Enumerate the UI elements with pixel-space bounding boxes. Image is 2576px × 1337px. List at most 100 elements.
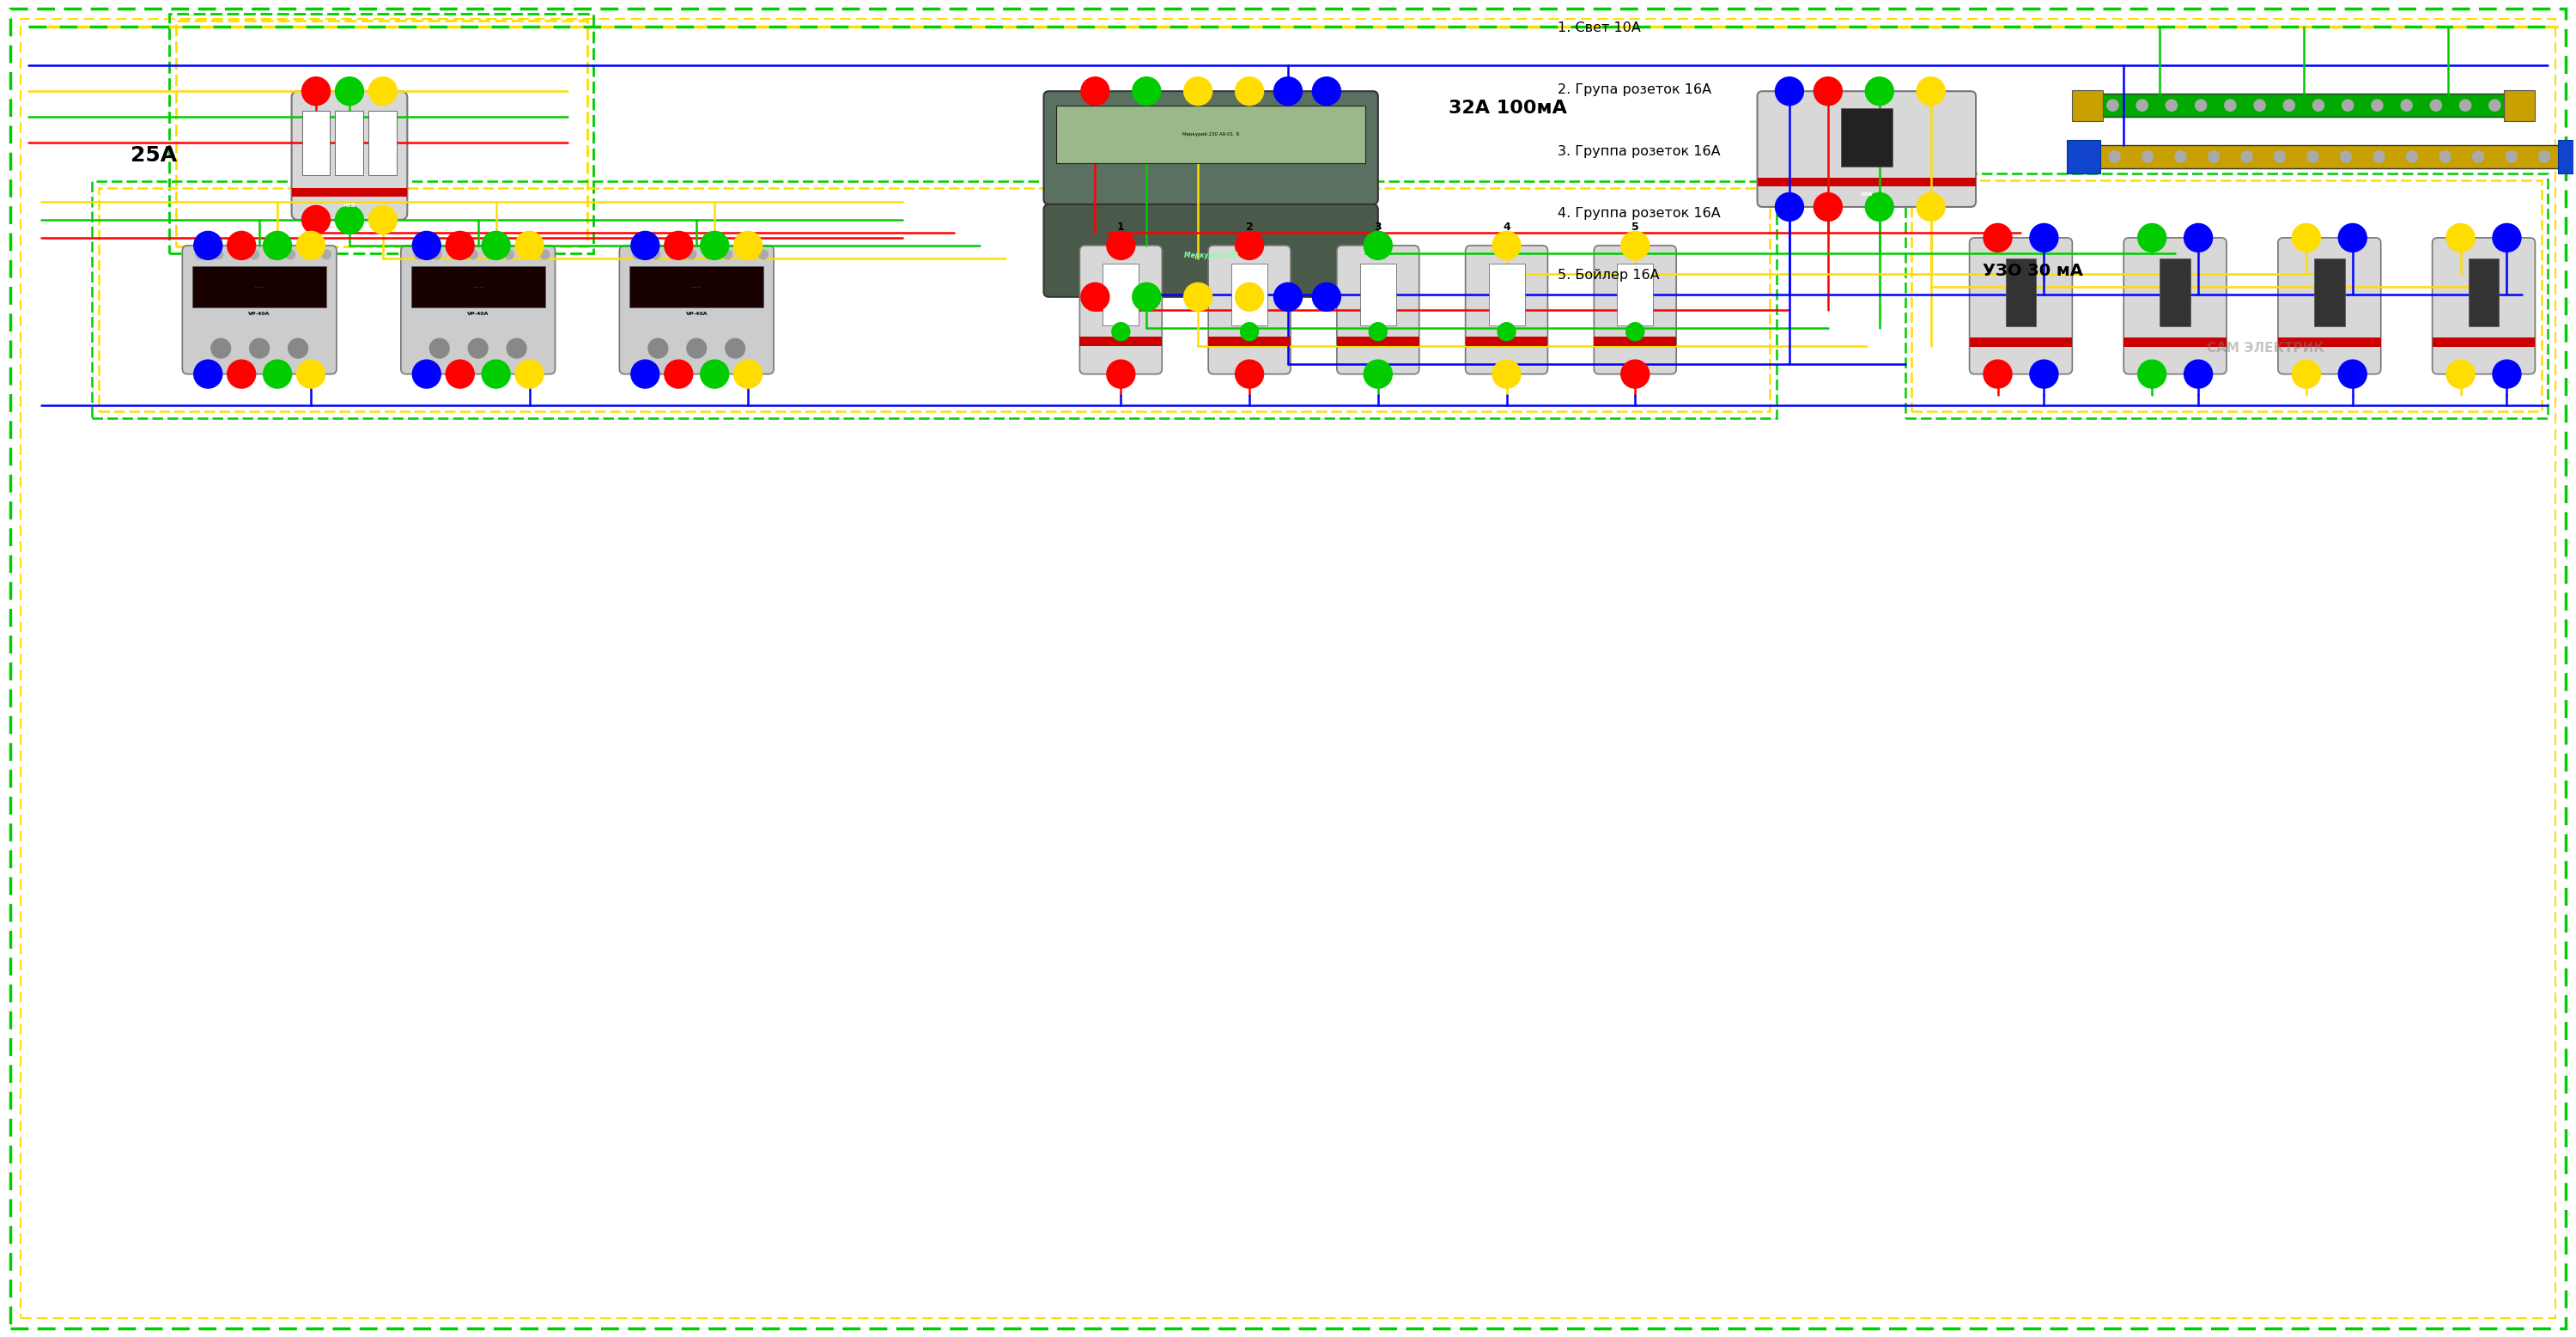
Bar bbox=[1618, 263, 1654, 325]
Bar bbox=[1906, 174, 2548, 417]
FancyBboxPatch shape bbox=[1466, 246, 1548, 374]
Circle shape bbox=[649, 338, 667, 358]
Circle shape bbox=[1363, 231, 1391, 259]
Circle shape bbox=[335, 78, 363, 106]
Circle shape bbox=[1133, 78, 1162, 106]
Circle shape bbox=[2439, 151, 2450, 162]
Circle shape bbox=[1236, 360, 1265, 388]
Circle shape bbox=[2313, 100, 2324, 111]
Bar bbox=[2159, 258, 2190, 326]
Bar bbox=[1842, 108, 1893, 166]
Circle shape bbox=[214, 250, 224, 259]
Circle shape bbox=[1775, 78, 1803, 106]
Circle shape bbox=[2540, 151, 2550, 162]
Bar bbox=[1208, 337, 1291, 346]
FancyBboxPatch shape bbox=[2432, 238, 2535, 374]
Bar bbox=[1595, 337, 1677, 346]
Bar bbox=[2313, 258, 2344, 326]
Circle shape bbox=[2372, 100, 2383, 111]
Circle shape bbox=[1775, 193, 1803, 221]
Circle shape bbox=[1917, 78, 1945, 106]
Circle shape bbox=[2030, 223, 2058, 251]
Bar bbox=[412, 266, 546, 308]
Circle shape bbox=[1311, 282, 1340, 312]
Circle shape bbox=[1492, 231, 1520, 259]
Circle shape bbox=[2226, 100, 2236, 111]
Text: ---: --- bbox=[471, 283, 484, 289]
Circle shape bbox=[2447, 360, 2476, 388]
Circle shape bbox=[263, 231, 291, 259]
FancyBboxPatch shape bbox=[1757, 91, 1976, 207]
Circle shape bbox=[2174, 151, 2187, 162]
Circle shape bbox=[2473, 151, 2483, 162]
FancyBboxPatch shape bbox=[1043, 91, 1378, 205]
Circle shape bbox=[523, 250, 531, 259]
Text: САМ ЭЛЕКТРИК: САМ ЭЛЕКТРИК bbox=[2208, 342, 2324, 354]
Circle shape bbox=[2488, 100, 2501, 111]
Text: 5: 5 bbox=[1631, 222, 1638, 233]
Text: 32A 100мA: 32A 100мA bbox=[1448, 100, 1566, 118]
Bar bbox=[1056, 106, 1365, 163]
Circle shape bbox=[415, 250, 422, 259]
Circle shape bbox=[2275, 151, 2285, 162]
Circle shape bbox=[1625, 322, 1643, 341]
Circle shape bbox=[211, 338, 232, 358]
Circle shape bbox=[631, 360, 659, 388]
FancyBboxPatch shape bbox=[1595, 246, 1677, 374]
FancyBboxPatch shape bbox=[2277, 238, 2380, 374]
Circle shape bbox=[232, 250, 242, 259]
Circle shape bbox=[412, 360, 440, 388]
Bar bbox=[1231, 263, 1267, 325]
Circle shape bbox=[482, 360, 510, 388]
Circle shape bbox=[446, 360, 474, 388]
Bar bbox=[2007, 258, 2035, 326]
Circle shape bbox=[1620, 360, 1649, 388]
Circle shape bbox=[304, 250, 312, 259]
Circle shape bbox=[2166, 100, 2177, 111]
Circle shape bbox=[734, 231, 762, 259]
Text: Меркурий 230 АR-01  R: Меркурий 230 АR-01 R bbox=[1182, 132, 1239, 136]
Circle shape bbox=[507, 338, 526, 358]
Bar bbox=[1466, 337, 1548, 346]
Circle shape bbox=[296, 360, 325, 388]
Circle shape bbox=[227, 360, 255, 388]
Text: ---: --- bbox=[255, 283, 265, 289]
Circle shape bbox=[1113, 322, 1131, 341]
Circle shape bbox=[1236, 231, 1265, 259]
Circle shape bbox=[2406, 151, 2419, 162]
Circle shape bbox=[701, 231, 729, 259]
Text: 2. Група розеток 16A: 2. Група розеток 16A bbox=[1558, 83, 1713, 96]
Circle shape bbox=[1133, 282, 1162, 312]
Text: 3. Группа розеток 16A: 3. Группа розеток 16A bbox=[1558, 146, 1721, 158]
Circle shape bbox=[250, 250, 260, 259]
Circle shape bbox=[2107, 100, 2117, 111]
Circle shape bbox=[701, 360, 729, 388]
FancyBboxPatch shape bbox=[2123, 238, 2226, 374]
Circle shape bbox=[2138, 223, 2166, 251]
Circle shape bbox=[469, 338, 487, 358]
Bar bbox=[2097, 146, 2561, 168]
Circle shape bbox=[296, 231, 325, 259]
Text: VP-40A: VP-40A bbox=[685, 312, 708, 316]
Text: УЗО 30 мА: УЗО 30 мА bbox=[1984, 263, 2081, 279]
Circle shape bbox=[634, 250, 641, 259]
Bar bbox=[1103, 263, 1139, 325]
Circle shape bbox=[469, 250, 477, 259]
Circle shape bbox=[335, 206, 363, 234]
Circle shape bbox=[2282, 100, 2295, 111]
Circle shape bbox=[742, 250, 750, 259]
Circle shape bbox=[1082, 78, 1110, 106]
Circle shape bbox=[286, 250, 294, 259]
Circle shape bbox=[1185, 282, 1213, 312]
Circle shape bbox=[2342, 100, 2354, 111]
Circle shape bbox=[193, 231, 222, 259]
Circle shape bbox=[1108, 360, 1136, 388]
Text: ABB: ABB bbox=[343, 203, 355, 207]
Circle shape bbox=[1814, 193, 1842, 221]
Circle shape bbox=[193, 360, 222, 388]
Bar bbox=[2468, 258, 2499, 326]
Circle shape bbox=[1917, 193, 1945, 221]
Bar bbox=[2277, 337, 2380, 346]
Circle shape bbox=[2429, 100, 2442, 111]
Bar bbox=[1971, 337, 2071, 346]
